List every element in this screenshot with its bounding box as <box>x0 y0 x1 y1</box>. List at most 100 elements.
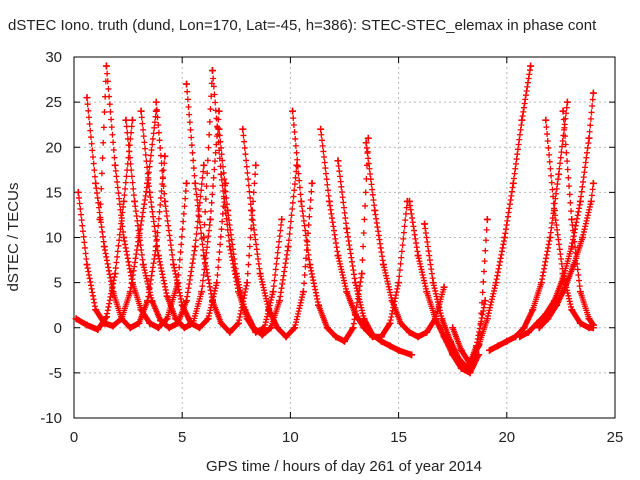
data-point <box>570 261 578 269</box>
data-point <box>369 331 377 339</box>
data-series <box>449 62 535 368</box>
data-point <box>449 324 457 332</box>
data-point <box>243 279 251 287</box>
data-point <box>289 107 297 115</box>
data-point <box>447 337 455 345</box>
data-point <box>579 234 587 241</box>
data-series <box>183 80 260 336</box>
data-point <box>395 346 403 354</box>
data-point <box>377 337 385 345</box>
data-point <box>226 328 234 336</box>
data-point <box>299 288 307 296</box>
data-point <box>364 134 372 142</box>
data-point <box>563 98 571 106</box>
data-point <box>137 107 145 115</box>
data-point <box>232 270 240 278</box>
data-point <box>256 270 264 278</box>
data-point <box>555 170 563 178</box>
data-point <box>568 215 576 223</box>
data-point <box>386 319 394 327</box>
data-point <box>371 206 379 214</box>
data-point <box>234 319 242 327</box>
data-point <box>589 321 597 329</box>
data-point <box>524 328 532 336</box>
data-point <box>343 288 351 296</box>
data-point <box>183 297 191 305</box>
data-point <box>438 315 446 323</box>
data-point <box>157 317 165 325</box>
data-point <box>533 319 541 327</box>
axis-ticks: 0 5 10 15 20 25 -10 -5 0 5 10 15 20 25 30 <box>40 49 623 446</box>
data-point <box>172 315 180 323</box>
data-point <box>405 328 413 336</box>
data-point <box>126 288 134 296</box>
data-point <box>178 301 186 309</box>
data-point <box>191 243 199 251</box>
data-point <box>102 62 110 70</box>
data-point <box>587 197 595 205</box>
data-point <box>379 261 387 269</box>
data-series <box>152 98 229 332</box>
data-point <box>284 243 292 251</box>
data-point <box>349 324 357 332</box>
data-point <box>180 324 188 332</box>
data-point <box>360 315 368 323</box>
series-point-markers <box>215 126 300 338</box>
data-point <box>386 342 394 350</box>
data-point <box>252 161 260 169</box>
data-point <box>250 324 258 332</box>
data-point <box>200 234 208 241</box>
series-point-markers <box>449 63 534 367</box>
data-point <box>589 89 597 97</box>
data-point <box>535 324 543 332</box>
data-point <box>516 333 524 341</box>
data-point <box>83 321 91 329</box>
data-point <box>527 62 535 70</box>
data-point <box>278 215 286 223</box>
data-point <box>213 279 221 287</box>
data-point <box>224 206 232 214</box>
data-point <box>239 125 247 133</box>
data-point <box>509 179 517 187</box>
data-point <box>247 206 255 214</box>
y-tick-label: 25 <box>45 94 62 111</box>
data-point <box>341 337 348 345</box>
data-series <box>542 116 597 332</box>
data-point <box>94 326 102 334</box>
data-point <box>483 215 491 223</box>
data-point <box>494 342 502 350</box>
data-point <box>161 152 169 160</box>
data-point <box>440 283 448 291</box>
data-point <box>414 252 422 260</box>
y-tick-label: 0 <box>54 320 62 337</box>
data-point <box>291 324 299 332</box>
data-series <box>535 179 597 332</box>
data-point <box>122 116 130 124</box>
series-point-markers <box>486 99 571 354</box>
data-series <box>559 107 597 329</box>
data-point <box>343 224 351 232</box>
data-point <box>152 107 160 115</box>
data-point <box>414 333 422 341</box>
data-point <box>83 261 91 269</box>
data-point <box>187 319 195 327</box>
data-point <box>395 279 403 287</box>
data-point <box>293 161 301 169</box>
data-point <box>537 279 545 287</box>
data-point <box>152 98 160 106</box>
data-point <box>154 252 162 260</box>
data-point <box>152 243 160 251</box>
data-point <box>146 188 154 196</box>
data-point <box>163 292 171 300</box>
data-point <box>323 324 331 332</box>
data-point <box>544 315 552 323</box>
data-point <box>165 324 173 332</box>
data-point <box>529 306 537 314</box>
data-point <box>546 234 554 241</box>
data-point <box>265 306 273 314</box>
x-tick-label: 20 <box>498 429 515 446</box>
data-point <box>208 297 216 305</box>
data-point <box>146 319 154 327</box>
data-point <box>576 288 584 296</box>
data-point <box>126 324 134 332</box>
